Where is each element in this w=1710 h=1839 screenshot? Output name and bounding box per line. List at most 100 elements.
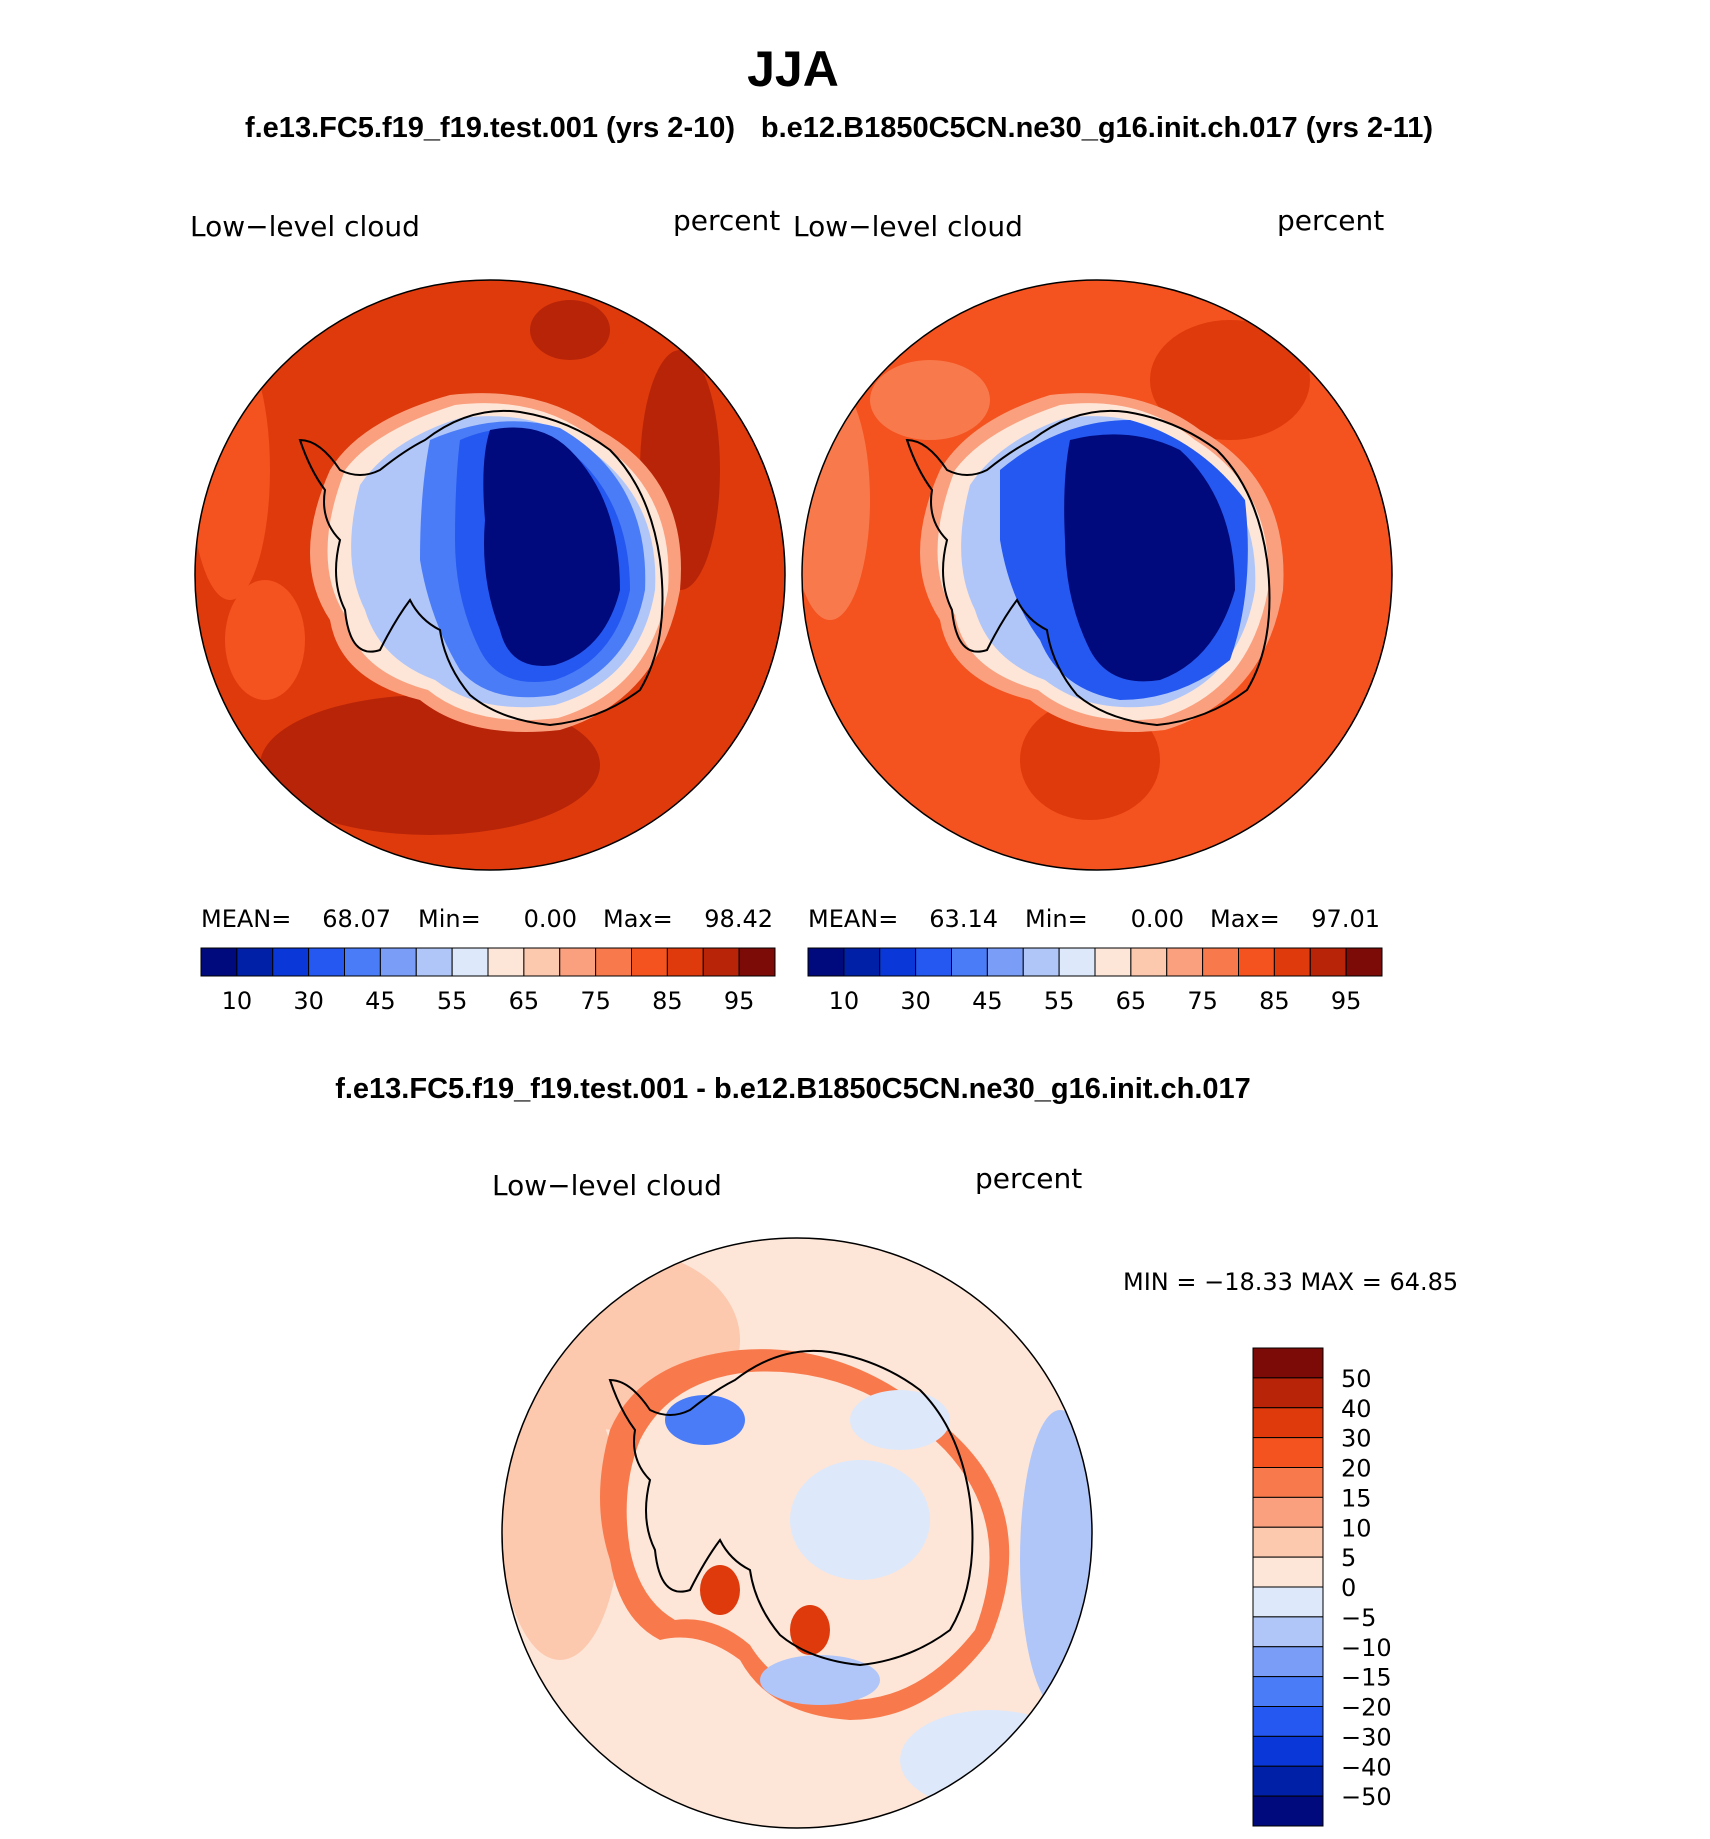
right-mean-label: MEAN= [808,905,898,933]
right-colorbar-swatch [915,947,952,977]
left-colorbar-swatch [236,947,274,977]
diff-colorbar-tick-label: 0 [1341,1574,1356,1602]
left-colorbar-tick-label: 65 [509,987,540,1015]
left-colorbar-swatch [200,947,238,977]
left-colorbar-swatch [451,947,489,977]
right-colorbar-swatch [1309,947,1347,977]
right-colorbar-swatch [1022,947,1060,977]
right-colorbar-swatch [1166,947,1204,977]
right-colorbar-tick-label: 95 [1331,987,1362,1015]
left-colorbar-swatch [738,947,776,977]
left-colorbar-tick-label: 30 [293,987,324,1015]
diff-colorbar-swatch [1252,1735,1324,1767]
left-map-border [194,279,786,871]
season-title: JJA [747,41,839,97]
left-max-label: Max= [603,905,673,933]
right-colorbar-tick-label: 45 [972,987,1003,1015]
diff-variable-label: Low−level cloud [492,1169,722,1202]
diff-colorbar-swatch [1252,1646,1324,1678]
diff-units-label: percent [975,1162,1082,1195]
right-colorbar-swatch [986,947,1024,977]
left-colorbar-swatch [344,947,381,977]
right-map-border [801,279,1393,871]
diff-title: f.e13.FC5.f19_f19.test.001 - b.e12.B1850… [335,1073,1251,1105]
diff-colorbar-swatch [1252,1496,1324,1528]
left-colorbar-swatch [702,947,740,977]
right-colorbar-tick-label: 75 [1187,987,1218,1015]
left-map-panel: Low−level cloud percent MEAN= 68.07 Min=… [190,204,786,1015]
right-colorbar-tick-label: 85 [1259,987,1290,1015]
left-colorbar-tick-label: 45 [365,987,396,1015]
right-colorbar-swatch [843,947,881,977]
diff-colorbar-tick-label: −30 [1341,1723,1392,1751]
left-colorbar-tick-label: 55 [437,987,468,1015]
right-max-label: Max= [1210,905,1280,933]
right-colorbar-tick-label: 55 [1044,987,1075,1015]
left-colorbar-swatch [595,947,632,977]
diff-colorbar-swatch [1252,1437,1324,1468]
right-min-label: Min= [1025,905,1088,933]
diff-colorbar-swatch [1252,1467,1324,1498]
diff-colorbar-swatch [1252,1676,1324,1707]
right-units-label: percent [1277,204,1384,237]
left-colorbar-swatch [487,947,525,977]
right-max-value: 97.01 [1311,905,1380,933]
diff-colorbar-swatch [1252,1556,1324,1588]
diff-colorbar-swatch [1252,1407,1324,1439]
right-min-value: 0.00 [1131,905,1184,933]
diff-colorbar-swatch [1252,1706,1324,1737]
diff-colorbar-swatch [1252,1347,1324,1379]
diff-colorbar-tick-label: −15 [1341,1664,1392,1692]
diff-map-panel: Low−level cloud percent MIN = −18.33 MAX… [492,1162,1458,1829]
left-colorbar: 10 30 45 55 65 75 85 95 [200,947,776,1015]
right-colorbar-swatch [879,947,917,977]
diff-colorbar-tick-label: 5 [1341,1544,1356,1572]
left-colorbar-tick-label: 75 [580,987,611,1015]
diff-map-border [501,1237,1093,1829]
left-colorbar-tick-label: 95 [724,987,755,1015]
left-colorbar-swatch [523,947,561,977]
diff-colorbar-swatch [1252,1377,1324,1409]
left-colorbar-swatch [559,947,597,977]
right-colorbar-swatch [1238,947,1275,977]
diff-colorbar-tick-label: 50 [1341,1365,1372,1393]
diff-colorbar-tick-label: −40 [1341,1753,1392,1781]
left-colorbar-swatch [379,947,417,977]
diff-map-field [502,1238,1092,1828]
right-colorbar-swatch [951,947,988,977]
right-colorbar-tick-label: 65 [1116,987,1147,1015]
left-variable-label: Low−level cloud [190,210,420,243]
right-mean-value: 63.14 [929,905,998,933]
right-colorbar-tick-label: 30 [900,987,931,1015]
right-colorbar-tick-label: 10 [829,987,860,1015]
right-colorbar: 10 30 45 55 65 75 85 95 [807,947,1383,1015]
right-colorbar-swatch [1130,947,1168,977]
diff-colorbar-swatch [1252,1526,1324,1558]
left-colorbar-tick-label: 10 [222,987,253,1015]
diff-colorbar-tick-label: 40 [1341,1395,1372,1423]
left-colorbar-swatch [272,947,310,977]
left-min-label: Min= [418,905,481,933]
diff-colorbar-swatch [1252,1586,1324,1618]
diff-colorbar-tick-label: 30 [1341,1425,1372,1453]
right-case-title: b.e12.B1850C5CN.ne30_g16.init.ch.017 (yr… [761,112,1433,144]
left-colorbar-swatch [415,947,453,977]
diff-colorbar-tick-label: −20 [1341,1694,1392,1722]
left-colorbar-tick-label: 85 [652,987,683,1015]
right-colorbar-swatch [1058,947,1096,977]
right-colorbar-swatch [807,947,845,977]
left-mean-value: 68.07 [322,905,391,933]
left-mean-label: MEAN= [201,905,291,933]
right-colorbar-swatch [1345,947,1383,977]
left-case-title: f.e13.FC5.f19_f19.test.001 (yrs 2-10) [245,112,735,144]
diff-colorbar-tick-label: 10 [1341,1514,1372,1542]
left-min-value: 0.00 [524,905,577,933]
right-map-panel: Low−level cloud percent MEAN= 63.14 Min=… [793,204,1393,1015]
right-colorbar-swatch [1094,947,1132,977]
diff-colorbar-swatch [1252,1616,1324,1648]
left-colorbar-swatch [631,947,668,977]
diff-colorbar-swatch [1252,1795,1324,1827]
diff-minmax-label: MIN = −18.33 MAX = 64.85 [1123,1268,1458,1296]
